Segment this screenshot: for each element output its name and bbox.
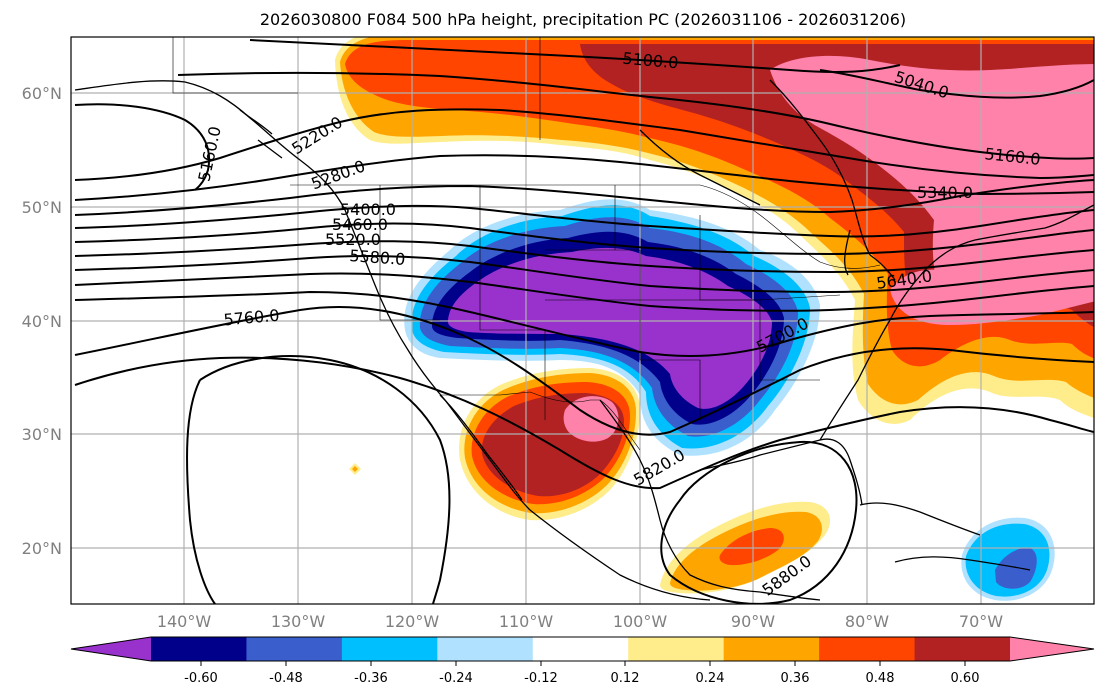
cb-label-0: -0.60 [184,671,218,686]
shade-orange-dot [352,466,358,472]
colorbar-ticks [200,661,966,666]
lon-label-70w: 70°W [959,612,1003,631]
cb-label-9: 0.60 [951,671,980,686]
lat-label-50n: 50°N [22,198,62,217]
colorbar-segment [914,637,1011,661]
contour-label-5520: 5520.0 [325,230,381,249]
contour-5700 [74,290,1094,357]
contour-label-5760: 5760.0 [223,306,280,330]
map-panel: 5100.0 5040.0 5160.0 5160.0 5220.0 5280.… [71,37,1094,604]
colorbar-segments [71,637,1094,661]
colorbar-outline [70,636,1095,662]
contour-5880 [660,440,858,604]
lat-label-40n: 40°N [22,312,62,331]
contour-label-5580: 5580.0 [349,246,406,269]
colorbar-segment [723,637,820,661]
shade-caribbean-royalblue [995,547,1037,589]
colorbar-extend-low [71,637,151,661]
contour-5280 [74,154,1094,201]
lon-label-80w: 80°W [845,612,889,631]
cb-label-4: -0.12 [524,671,558,686]
lon-label-120w: 120°W [385,612,440,631]
contour-label-5100: 5100.0 [622,49,679,73]
cb-label-2: -0.36 [354,671,388,686]
contour-5220 [74,108,1094,181]
contour-label-5400: 5400.0 [340,200,396,219]
colorbar-tick-labels: -0.60 -0.48 -0.36 -0.24 -0.12 0.12 0.24 … [184,671,979,686]
map-frame [70,36,1095,605]
cb-label-8: 0.48 [866,671,895,686]
contour-5160-b [177,71,1094,160]
contour-5580 [74,254,1094,294]
colorbar-segment [246,637,343,661]
contour-5820-west [186,355,451,604]
contour-label-5460: 5460.0 [332,215,388,234]
lon-label-110w: 110°W [499,612,554,631]
colorbar-segment [341,637,438,661]
colorbar-segment [532,637,629,661]
latitude-labels: 60°N 50°N 40°N 30°N 20°N [22,84,62,558]
cb-label-3: -0.24 [439,671,473,686]
precip-positive-shading [335,37,1094,594]
lon-label-130w: 130°W [271,612,326,631]
longitude-labels: 140°W 130°W 120°W 110°W 100°W 90°W 80°W … [157,612,1003,631]
shade-orangered-central [719,528,784,566]
colorbar: -0.60 -0.48 -0.36 -0.24 -0.12 0.12 0.24 … [70,636,1095,686]
cb-label-7: 0.36 [781,671,810,686]
height-contours [74,39,1094,604]
lon-label-100w: 100°W [613,612,668,631]
contour-5640 [74,272,1094,312]
colorbar-segment [437,637,534,661]
contour-5460 [74,222,1094,256]
contour-5040 [819,69,1094,99]
precip-negative-shading [404,199,1055,601]
colorbar-segment [151,637,248,661]
lon-label-90w: 90°W [731,612,775,631]
lat-label-30n: 30°N [22,425,62,444]
contour-5400 [74,204,1094,238]
colorbar-segment [819,637,916,661]
contour-5160-a [74,103,210,191]
contour-5760 [74,305,1094,436]
contour-5820 [74,356,1094,490]
cb-label-5: 0.12 [611,671,640,686]
colorbar-segment [628,637,725,661]
map-title: 2026030800 F084 500 hPa height, precipit… [260,10,906,29]
contour-label-5340: 5340.0 [917,183,973,202]
colorbar-extend-high [1010,637,1094,661]
cb-label-1: -0.48 [269,671,303,686]
coastlines [74,79,1094,601]
lat-label-20n: 20°N [22,539,62,558]
lat-label-60n: 60°N [22,84,62,103]
cb-label-6: 0.24 [696,671,725,686]
shade-pink-north [770,55,1094,304]
lon-label-140w: 140°W [157,612,212,631]
contour-5520 [74,240,1094,274]
contour-5340 [74,179,1094,216]
